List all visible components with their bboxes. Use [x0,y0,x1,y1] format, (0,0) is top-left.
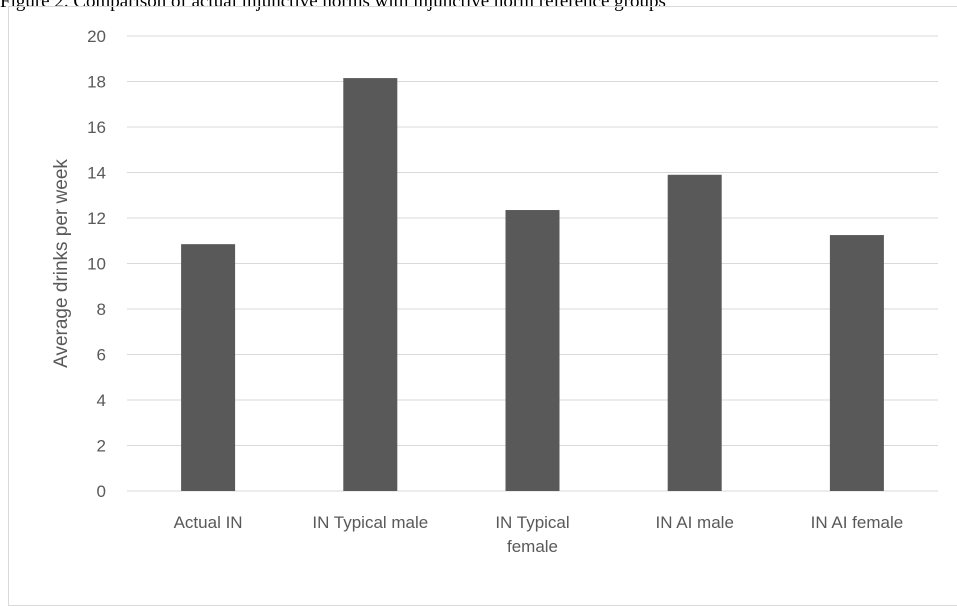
y-tick-label: 6 [97,346,106,365]
y-tick-label: 18 [87,73,106,92]
x-tick-label: IN Typical female [495,513,569,556]
y-tick-label: 0 [97,482,106,501]
x-tick-label: Actual IN [174,513,243,532]
bars [181,78,884,492]
y-tick-label: 16 [87,118,106,137]
bar [667,174,722,491]
bar [181,244,236,491]
y-tick-label: 14 [87,164,106,183]
x-tick-label: IN AI female [811,513,904,532]
y-tick-label: 8 [97,300,106,319]
bar [505,210,560,491]
bar-chart: 0 2 4 6 8 10 12 14 16 18 20 Actual IN IN Typical ma… [51,27,938,556]
y-tick-labels: 0 2 4 6 8 10 12 14 16 18 20 [87,27,106,501]
y-tick-label: 2 [97,437,106,456]
y-tick-label: 20 [87,27,106,46]
y-tick-label: 4 [97,391,106,410]
y-axis-label: Average drinks per week [51,159,72,368]
y-tick-label: 10 [87,255,106,274]
y-tick-label: 12 [87,209,106,228]
x-tick-labels: Actual IN IN Typical male IN Typical female… [174,513,904,556]
x-tick-label: IN AI male [655,513,733,532]
x-tick-label: IN Typical male [312,513,428,532]
bar [343,78,398,492]
bar [829,235,884,491]
